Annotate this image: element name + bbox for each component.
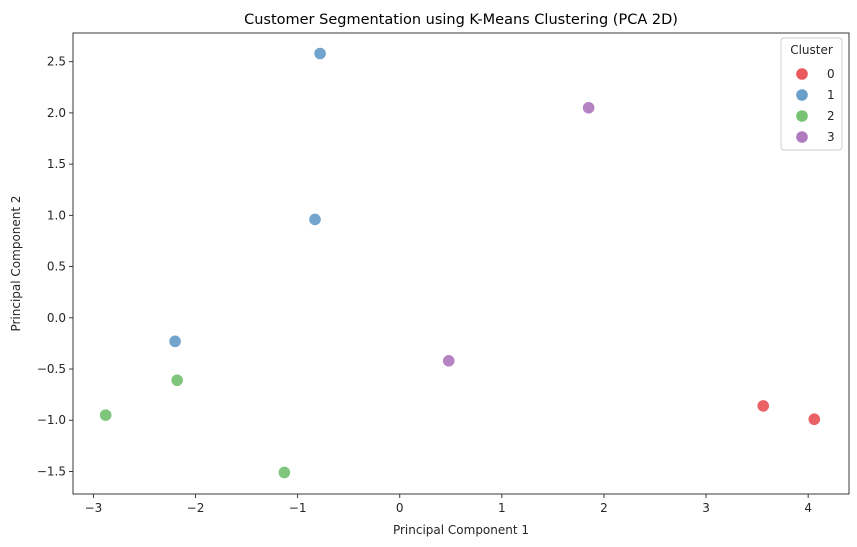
x-axis-label: Principal Component 1 (393, 523, 529, 537)
x-tick-label: −1 (289, 501, 307, 515)
x-tick-label: 2 (600, 501, 608, 515)
y-tick-label: 1.5 (47, 157, 66, 171)
x-tick-label: 4 (804, 501, 812, 515)
y-tick-label: −1.0 (37, 413, 66, 427)
legend-entry-2: 2 (827, 109, 835, 123)
legend-entry-3: 3 (827, 130, 835, 144)
y-tick-label: 0.5 (47, 260, 66, 274)
y-tick-label: 2.0 (47, 106, 66, 120)
y-tick-label: −0.5 (37, 362, 66, 376)
data-point-cluster-3 (582, 101, 596, 115)
data-point-cluster-3 (442, 354, 456, 368)
legend-marker-1 (795, 88, 809, 102)
data-point-cluster-1 (168, 334, 182, 348)
plot-frame (72, 32, 850, 495)
x-tick-label: 0 (396, 501, 404, 515)
y-axis-label: Principal Component 2 (9, 195, 23, 331)
data-point-cluster-1 (313, 46, 327, 61)
legend: Cluster 0 1 2 3 (780, 37, 843, 151)
y-tick-label: 0.0 (47, 311, 66, 325)
legend-entry-1: 1 (827, 88, 835, 102)
x-tick-label: −2 (187, 501, 205, 515)
legend-marker-3 (795, 130, 809, 144)
y-tick-label: 2.5 (47, 55, 66, 69)
chart-title: Customer Segmentation using K-Means Clus… (244, 12, 678, 28)
data-point-cluster-1 (308, 212, 322, 227)
x-tick-label: 3 (702, 501, 710, 515)
legend-box (780, 37, 843, 151)
legend-entry-0: 0 (827, 67, 835, 81)
data-point-cluster-0 (756, 399, 770, 413)
y-tick-label: 1.0 (47, 208, 66, 222)
legend-marker-2 (795, 109, 809, 123)
x-tick-label: 1 (498, 501, 506, 515)
x-tick-label: −3 (85, 501, 103, 515)
data-point-cluster-2 (170, 373, 184, 387)
plot-area: −3 −2 −1 0 1 2 3 4 −1.5 −1.0 −0.5 0.0 0.5 1.0 1.5 2.0 2.… (37, 32, 850, 515)
legend-marker-0 (795, 67, 809, 81)
legend-title: Cluster (790, 43, 833, 57)
y-tick-label: −1.5 (37, 464, 66, 478)
data-point-cluster-2 (277, 465, 291, 480)
data-point-cluster-0 (807, 412, 821, 426)
data-point-cluster-2 (99, 408, 113, 422)
